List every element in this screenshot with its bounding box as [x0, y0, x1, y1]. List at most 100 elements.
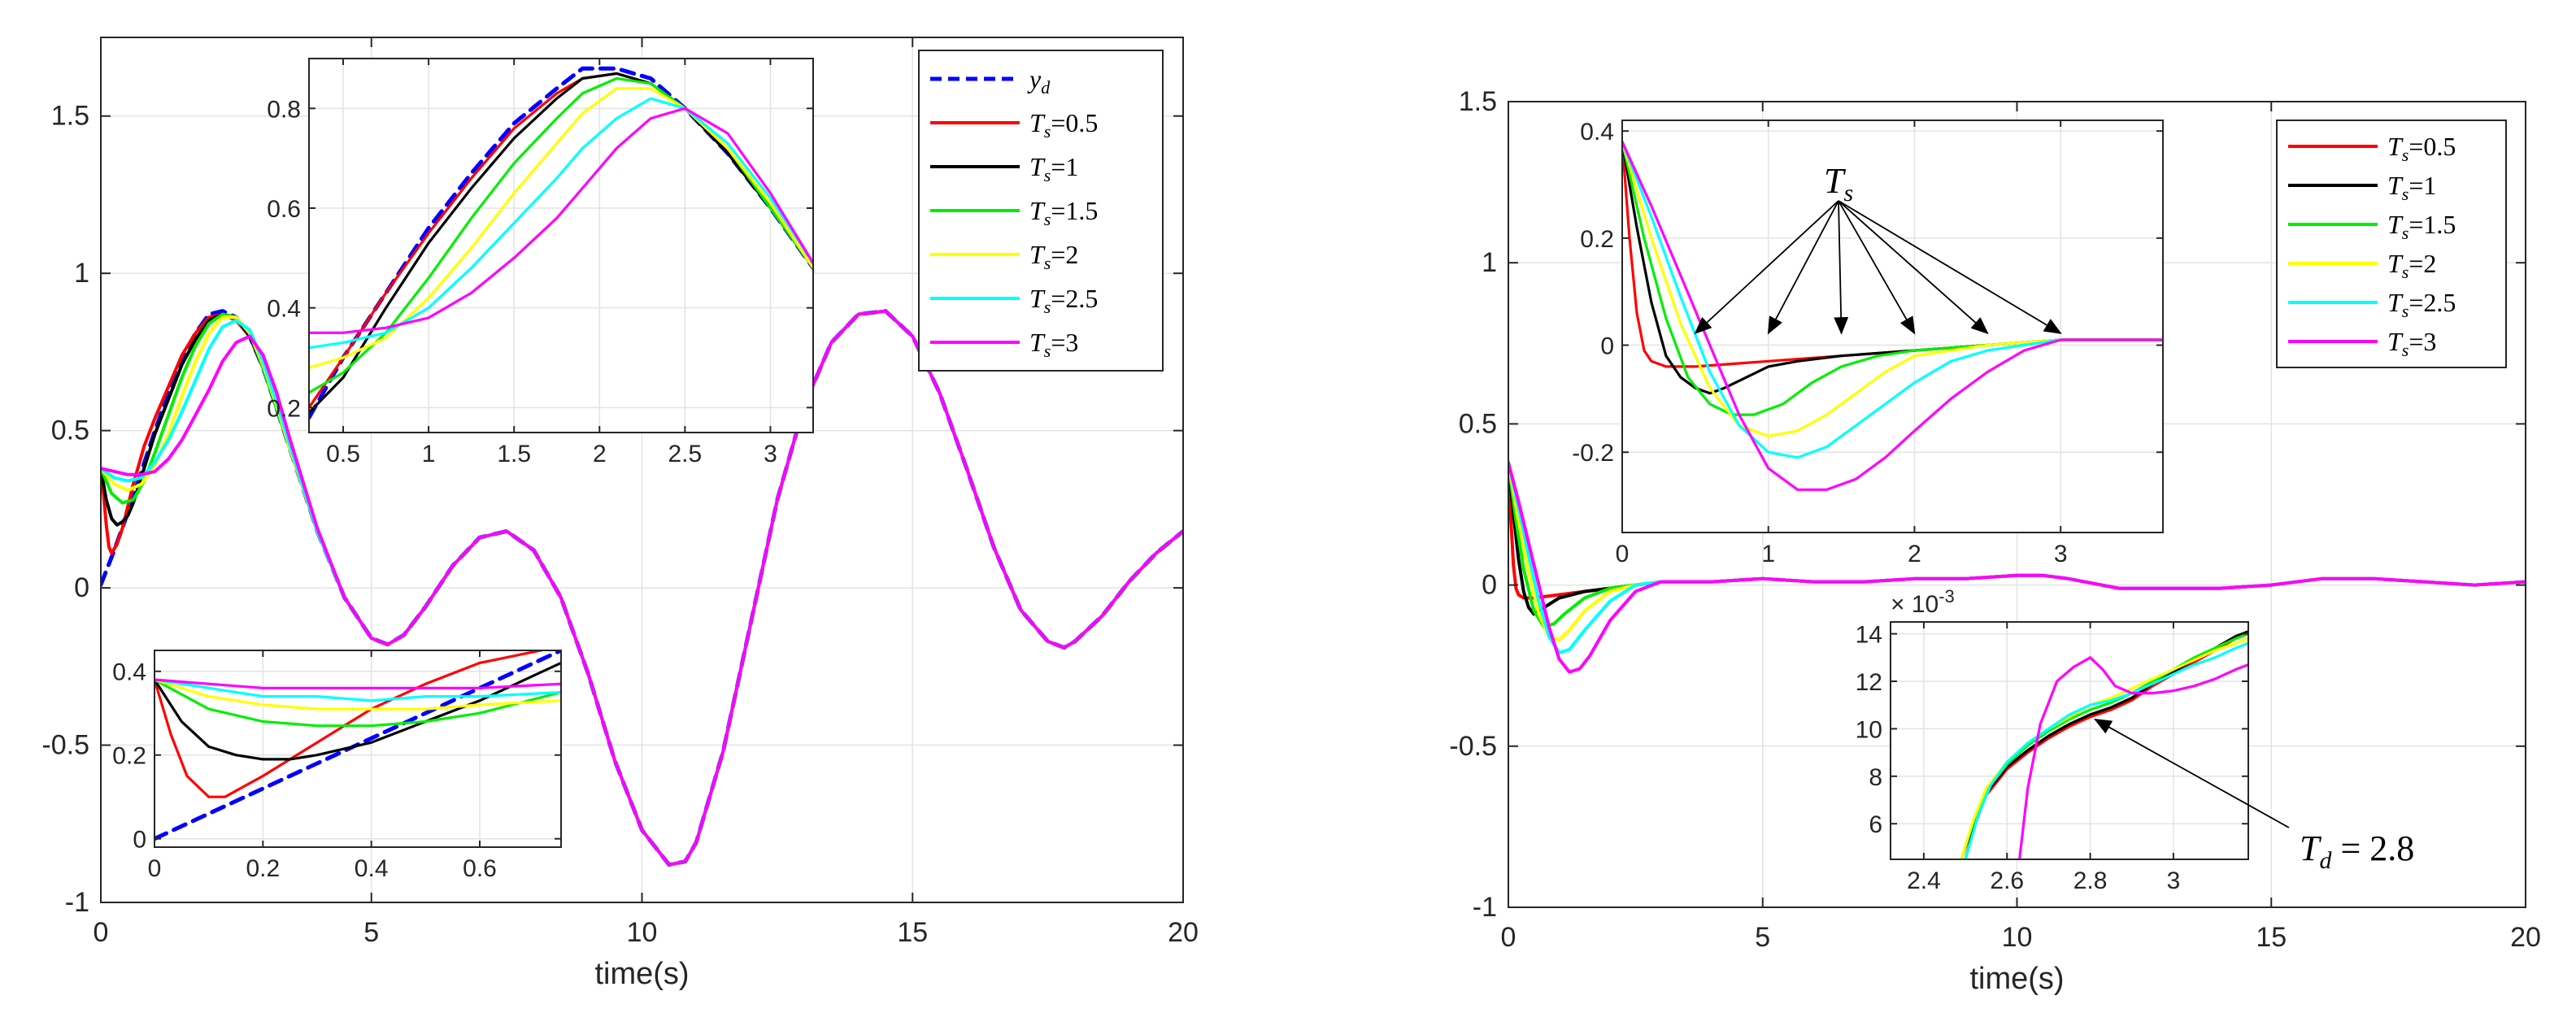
series-line-Ts2.5: [309, 97, 813, 350]
series-line-Ts2: [309, 87, 813, 369]
x-tick-label: 0: [1616, 541, 1630, 567]
x-tick-label: 20: [1168, 917, 1199, 948]
legend-subscript: d: [1041, 77, 1051, 98]
legend-entry-Ts3: Ts=3: [2387, 327, 2436, 360]
inset-background: [309, 59, 813, 433]
legend-symbol: T: [1029, 284, 1046, 313]
legend-value: =1: [1051, 152, 1078, 181]
y-tick-label: 0: [1600, 333, 1614, 360]
y-tick-label: -1: [65, 887, 89, 918]
legend-symbol: T: [1029, 328, 1046, 357]
inset-background: [1622, 120, 2163, 533]
td-value: = 2.8: [2331, 828, 2414, 868]
y-tick-label: 6: [1869, 811, 1882, 838]
panel-left-inset-top: 0.5 1 1.5 2 2.5 3 0.2 0.4 0.6 0.8: [267, 58, 814, 467]
legend-value: =1.5: [2408, 210, 2456, 239]
x-tick-label: 1: [422, 441, 436, 467]
td-annotation: Td = 2.8: [2094, 719, 2414, 874]
y-tick-label: 0.2: [112, 743, 146, 770]
y-tick-label: 0: [133, 827, 146, 854]
series-line-Ts3: [1508, 461, 2526, 674]
legend-value: =2: [1051, 240, 1078, 269]
exponent-label: × 10-3: [1891, 586, 1955, 618]
legend-subscript: s: [2402, 145, 2409, 165]
series-line-Ts2.5: [154, 678, 561, 702]
legend-subscript: s: [1044, 341, 1051, 361]
legend-value: =3: [1051, 328, 1078, 357]
legend-symbol: T: [2387, 210, 2404, 239]
series-group: [1508, 461, 2526, 674]
ts-annotation: Ts: [1694, 161, 2062, 335]
ts-symbol: T: [1824, 161, 1847, 201]
series-line-Ts2.5: [1622, 140, 2163, 459]
y-tick-label: 0.8: [267, 96, 301, 123]
panel-right-inset-top: 0 1 2 3 -0.2 0 0.2 0.4: [1572, 119, 2164, 567]
x-tick-label: 20: [2510, 922, 2541, 953]
legend-entry-Ts0.5: Ts=0.5: [1029, 108, 1098, 141]
y-tick-label: 0.4: [1580, 119, 1614, 146]
legend-entry-Ts1.5: Ts=1.5: [2387, 210, 2456, 243]
td-arrow: [2094, 719, 2290, 828]
td-annotation-label: Td = 2.8: [2300, 828, 2414, 874]
x-tick-label: 0: [94, 917, 109, 948]
legend-subscript: s: [1044, 297, 1051, 317]
legend-entry-Ts2.5: Ts=2.5: [2387, 288, 2456, 321]
y-tick-label: 0.2: [1580, 226, 1614, 253]
x-tick-label: 10: [627, 917, 658, 948]
legend-value: =2.5: [1051, 284, 1098, 313]
legend-subscript: s: [1044, 165, 1051, 185]
legend-subscript: s: [1044, 121, 1051, 141]
legend-symbol: T: [1029, 108, 1046, 137]
ts-subscript: s: [1843, 180, 1853, 207]
legend-entry-yd: yd: [1027, 64, 1051, 98]
series-line-Ts3: [154, 678, 561, 689]
y-tick-label: 12: [1856, 669, 1882, 696]
legend-subscript: s: [2402, 340, 2409, 360]
legend-subscript: s: [1044, 253, 1051, 273]
y-tick-label: -0.2: [1572, 440, 1614, 467]
legend-box: [2276, 120, 2507, 368]
x-tick-label: 2.4: [1907, 867, 1941, 894]
series-line-Ts1: [309, 72, 813, 415]
legend-value: =3: [2408, 327, 2436, 356]
x-tick-label: 0.2: [246, 855, 280, 882]
x-tick-label: 3: [2167, 867, 2181, 894]
y-tick-label: -0.5: [1449, 731, 1497, 762]
x-tick-label: 1.5: [497, 441, 531, 467]
x-axis-label: time(s): [594, 957, 689, 991]
legend-entry-Ts1: Ts=1: [2387, 171, 2436, 204]
legend-entry-Ts3: Ts=3: [1029, 328, 1078, 361]
axes-frame: [1621, 120, 2164, 533]
series-group: [154, 650, 561, 841]
ts-annotation-label: Ts: [1824, 161, 1853, 207]
legend-symbol: T: [2387, 327, 2404, 356]
y-tick-label: 0.2: [267, 395, 301, 422]
y-tick-label: 0: [1482, 570, 1497, 601]
x-tick-label: 3: [2054, 541, 2068, 567]
series-line-Ts2.5: [1964, 641, 2248, 859]
y-tick-label: 0.6: [267, 196, 301, 223]
y-tick-label: 1.5: [51, 101, 89, 132]
axes-frame: [1890, 621, 2249, 860]
td-subscript: d: [2319, 847, 2332, 874]
legend-symbol: T: [1029, 196, 1046, 225]
legend-entry-Ts2.5: Ts=2.5: [1029, 284, 1098, 317]
series-line-Ts3: [1622, 140, 2163, 491]
y-tick-label: 0.4: [267, 296, 301, 323]
y-tick-label: 1.5: [1459, 86, 1497, 117]
x-tick-label: 15: [897, 917, 928, 948]
legend-value: =0.5: [2408, 132, 2456, 161]
legend-value: =1.5: [1051, 196, 1098, 225]
exponent-power: -3: [1939, 586, 1955, 606]
x-tick-label: 2: [593, 441, 607, 467]
y-tick-label: 0.4: [112, 659, 146, 686]
legend-entry-Ts1: Ts=1: [1029, 152, 1078, 185]
y-tick-label: 0.5: [1459, 408, 1497, 439]
x-tick-label: 2.8: [2073, 867, 2108, 894]
x-tick-label: 1: [1761, 541, 1775, 567]
y-tick-label: 8: [1869, 764, 1882, 791]
y-tick-label: 10: [1856, 716, 1882, 743]
y-tick-label: 0: [74, 572, 89, 603]
